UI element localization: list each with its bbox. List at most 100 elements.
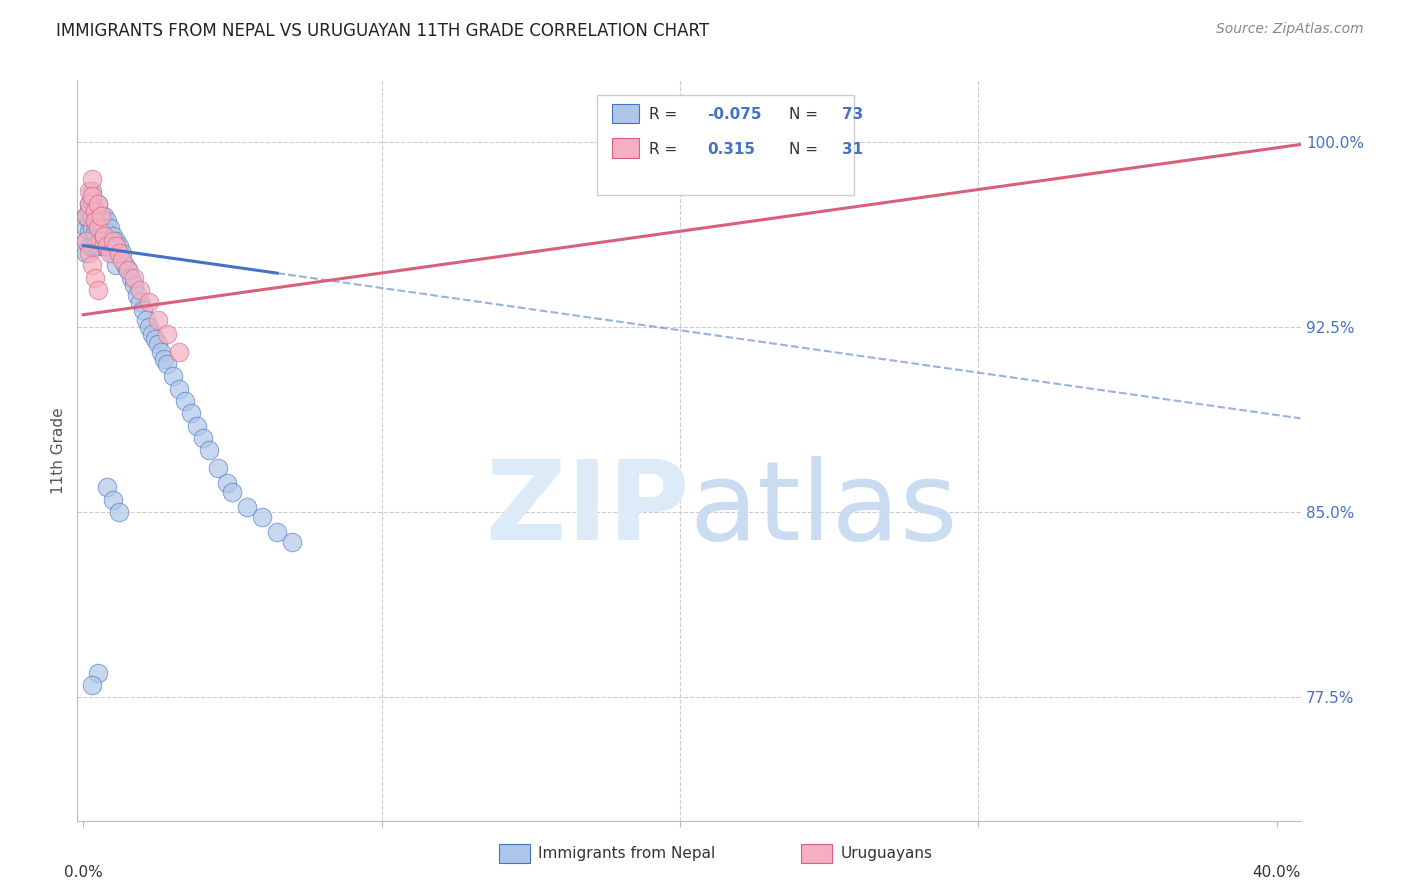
Point	[84, 270, 107, 285]
Point	[96, 238, 118, 252]
Point	[87, 196, 110, 211]
Point	[75, 209, 97, 223]
Point	[75, 246, 97, 260]
Point	[87, 238, 110, 252]
Point	[77, 246, 100, 260]
Text: 73: 73	[842, 107, 863, 122]
Point	[87, 221, 110, 235]
Point	[120, 270, 142, 285]
Point	[108, 505, 131, 519]
Point	[173, 394, 195, 409]
Bar	[612, 103, 638, 123]
Point	[87, 196, 110, 211]
Point	[84, 238, 107, 252]
Text: atlas: atlas	[689, 456, 957, 563]
Point	[699, 140, 721, 154]
Point	[82, 221, 104, 235]
Point	[75, 234, 97, 248]
Point	[108, 238, 131, 252]
Point	[129, 283, 152, 297]
Point	[186, 418, 208, 433]
Point	[98, 246, 121, 260]
Point	[180, 407, 202, 421]
Point	[93, 238, 115, 252]
Point	[138, 295, 160, 310]
Point	[96, 481, 118, 495]
Point	[125, 288, 148, 302]
Point	[96, 214, 118, 228]
Point	[135, 312, 157, 326]
Point	[98, 238, 121, 252]
Point	[236, 500, 259, 515]
Point	[122, 270, 145, 285]
Point	[77, 196, 100, 211]
Point	[191, 431, 214, 445]
Text: -0.075: -0.075	[707, 107, 762, 122]
Text: Source: ZipAtlas.com: Source: ZipAtlas.com	[1216, 22, 1364, 37]
Point	[77, 185, 100, 199]
Point	[90, 227, 112, 241]
Text: 0.315: 0.315	[707, 142, 755, 157]
Point	[162, 369, 184, 384]
Text: R =: R =	[648, 107, 682, 122]
Point	[215, 475, 238, 490]
Text: IMMIGRANTS FROM NEPAL VS URUGUAYAN 11TH GRADE CORRELATION CHART: IMMIGRANTS FROM NEPAL VS URUGUAYAN 11TH …	[56, 22, 710, 40]
Point	[82, 678, 104, 692]
Point	[141, 327, 163, 342]
Point	[82, 209, 104, 223]
Point	[75, 234, 97, 248]
Point	[93, 221, 115, 235]
Point	[129, 295, 152, 310]
Point	[105, 238, 128, 252]
Point	[149, 344, 172, 359]
Point	[266, 524, 288, 539]
Point	[117, 263, 139, 277]
Point	[132, 302, 155, 317]
Point	[221, 485, 243, 500]
Point	[77, 238, 100, 252]
Point	[84, 214, 107, 228]
Point	[143, 332, 166, 346]
Point	[84, 204, 107, 219]
Point	[156, 327, 179, 342]
Point	[90, 238, 112, 252]
Text: R =: R =	[648, 142, 682, 157]
Point	[90, 209, 112, 223]
Text: Uruguayans: Uruguayans	[841, 847, 932, 861]
Point	[114, 259, 136, 273]
Point	[84, 204, 107, 219]
Point	[207, 460, 229, 475]
Point	[101, 234, 124, 248]
Point	[93, 209, 115, 223]
Point	[87, 209, 110, 223]
Point	[75, 221, 97, 235]
Point	[105, 259, 128, 273]
Point	[108, 246, 131, 260]
Point	[84, 214, 107, 228]
Point	[167, 344, 190, 359]
Point	[156, 357, 179, 371]
Point	[82, 194, 104, 209]
Point	[82, 185, 104, 199]
Point	[122, 278, 145, 293]
Point	[77, 196, 100, 211]
Point	[167, 382, 190, 396]
Point	[84, 227, 107, 241]
Point	[197, 443, 219, 458]
Point	[96, 238, 118, 252]
Point	[98, 221, 121, 235]
Point	[105, 234, 128, 248]
Y-axis label: 11th Grade: 11th Grade	[51, 407, 66, 494]
Point	[77, 214, 100, 228]
Point	[87, 283, 110, 297]
Point	[281, 534, 304, 549]
Point	[101, 492, 124, 507]
Point	[82, 172, 104, 186]
Point	[82, 238, 104, 252]
Point	[90, 234, 112, 248]
Text: ZIP: ZIP	[485, 456, 689, 563]
Point	[252, 510, 274, 524]
Point	[146, 312, 169, 326]
Point	[111, 253, 134, 268]
Point	[146, 337, 169, 351]
